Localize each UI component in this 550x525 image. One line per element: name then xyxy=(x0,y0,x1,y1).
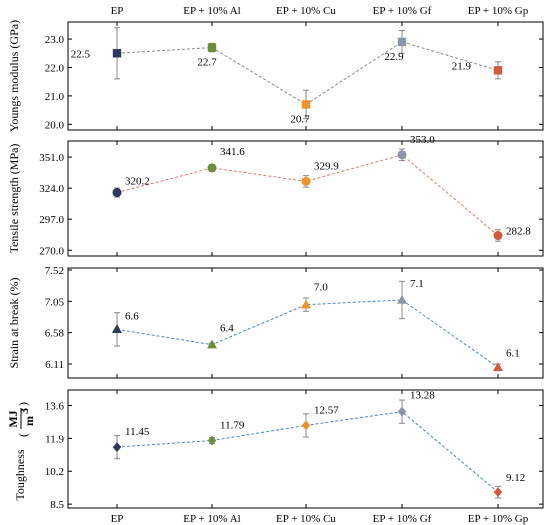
data-label: 282.8 xyxy=(506,226,531,238)
y-tick-label: 7.52 xyxy=(45,265,64,277)
y-tick-label: 13.6 xyxy=(45,400,65,412)
panel-youngs: 20.0 21.0 22.0 23.0 EP EP + 10% Al EP + 10% Cu… xyxy=(7,5,544,132)
category-label-top: EP + 10% Gf xyxy=(373,5,432,17)
data-label: 7.1 xyxy=(410,278,424,290)
y-axis-label: Tensile strength (MPa) xyxy=(7,144,21,254)
data-point-diamond xyxy=(112,442,122,453)
unit-exponent: 3 xyxy=(17,408,31,414)
category-label-top: EP + 10% Al xyxy=(183,5,240,17)
category-label-bottom: EP + 10% Gp xyxy=(468,513,529,525)
data-label: 9.12 xyxy=(506,472,525,484)
data-point-triangle xyxy=(493,362,503,372)
data-point-square xyxy=(493,66,503,75)
data-label: 353.0 xyxy=(410,134,435,146)
panel-strain: 6.11 6.58 7.05 7.52 Strain at break (%) 6.6 6.… xyxy=(7,265,544,379)
y-tick-label: 324.0 xyxy=(39,183,64,195)
y-tick-label: 270.0 xyxy=(39,245,64,257)
category-label-top: EP xyxy=(111,5,124,17)
y-tick-label: 7.05 xyxy=(45,296,65,308)
unit-denominator: m xyxy=(22,416,36,426)
series-line xyxy=(116,154,499,236)
y-tick-label: 6.11 xyxy=(45,359,64,371)
paren-open: ( xyxy=(16,433,30,437)
y-tick-label: 11.9 xyxy=(45,433,64,445)
data-point-triangle xyxy=(207,339,217,349)
panel-frame xyxy=(67,267,544,379)
data-point-circle xyxy=(493,231,503,241)
data-label: 6.6 xyxy=(125,310,139,322)
y-tick-label: 10.2 xyxy=(45,466,64,478)
paren-close: ) xyxy=(16,402,30,406)
category-label-bottom: EP + 10% Gf xyxy=(373,513,432,525)
panel-frame xyxy=(67,389,544,509)
y-tick-label: 297.0 xyxy=(39,214,64,226)
data-point-square xyxy=(207,43,217,52)
y-axis-label: Strain at break (%) xyxy=(7,278,21,369)
data-label: 12.57 xyxy=(314,404,339,416)
data-point-diamond xyxy=(207,435,217,446)
data-label: 11.45 xyxy=(125,426,150,438)
data-label: 329.9 xyxy=(314,160,339,172)
panel-toughness: 8.5 10.2 11.9 13.6 EP EP + 10% Al EP + 10% Cu E… xyxy=(6,389,544,525)
y-tick-label: 8.5 xyxy=(50,499,64,511)
y-tick-label: 351.0 xyxy=(39,152,64,164)
y-tick-label: 22.0 xyxy=(45,62,65,74)
y-tick-label: 23.0 xyxy=(45,34,65,46)
unit-numerator: MJ xyxy=(6,410,20,427)
data-label: 21.9 xyxy=(452,60,472,72)
data-point-diamond xyxy=(493,487,503,498)
data-point-square xyxy=(112,49,122,58)
data-point-circle xyxy=(112,188,122,198)
data-point-triangle xyxy=(397,294,407,304)
panel-frame xyxy=(67,140,544,257)
data-label: 6.1 xyxy=(506,347,520,359)
data-label: 22.7 xyxy=(197,57,217,69)
series-line xyxy=(116,41,499,106)
data-label: 13.28 xyxy=(410,390,435,402)
y-axis-label: Toughness ( MJ m 3) xyxy=(6,402,36,501)
y-tick-label: 6.58 xyxy=(45,328,65,340)
y-tick-label: 20.0 xyxy=(45,119,65,131)
data-label: 7.0 xyxy=(314,282,328,294)
y-tick-label: 21.0 xyxy=(45,91,65,103)
data-label: 20.7 xyxy=(290,113,310,125)
category-label-top: EP + 10% Gp xyxy=(468,5,529,17)
data-label: 320.2 xyxy=(125,176,150,188)
data-point-triangle xyxy=(112,324,122,334)
y-axis-label: Youngs modulus (GPa) xyxy=(7,20,21,132)
data-point-diamond xyxy=(301,420,311,431)
data-point-circle xyxy=(301,176,311,186)
data-point-square xyxy=(301,100,311,109)
y-axis-label-text: Toughness xyxy=(13,449,27,500)
category-label-bottom: EP + 10% Al xyxy=(183,513,240,525)
data-point-circle xyxy=(397,150,407,160)
data-point-diamond xyxy=(397,406,407,417)
data-label: 11.79 xyxy=(220,419,245,431)
data-point-circle xyxy=(207,163,217,173)
data-point-square xyxy=(397,37,407,47)
panel-tensile: 270.0 297.0 324.0 351.0 Tensile strength (MP… xyxy=(7,134,544,257)
data-label: 22.5 xyxy=(71,48,91,60)
category-label-bottom: EP xyxy=(111,513,124,525)
data-label: 341.6 xyxy=(220,146,245,158)
data-point-triangle xyxy=(301,299,311,309)
category-label-bottom: EP + 10% Cu xyxy=(276,513,336,525)
data-label: 22.9 xyxy=(384,51,404,63)
data-label: 6.4 xyxy=(220,323,234,335)
category-label-top: EP + 10% Cu xyxy=(276,5,336,17)
series-line xyxy=(116,299,499,368)
